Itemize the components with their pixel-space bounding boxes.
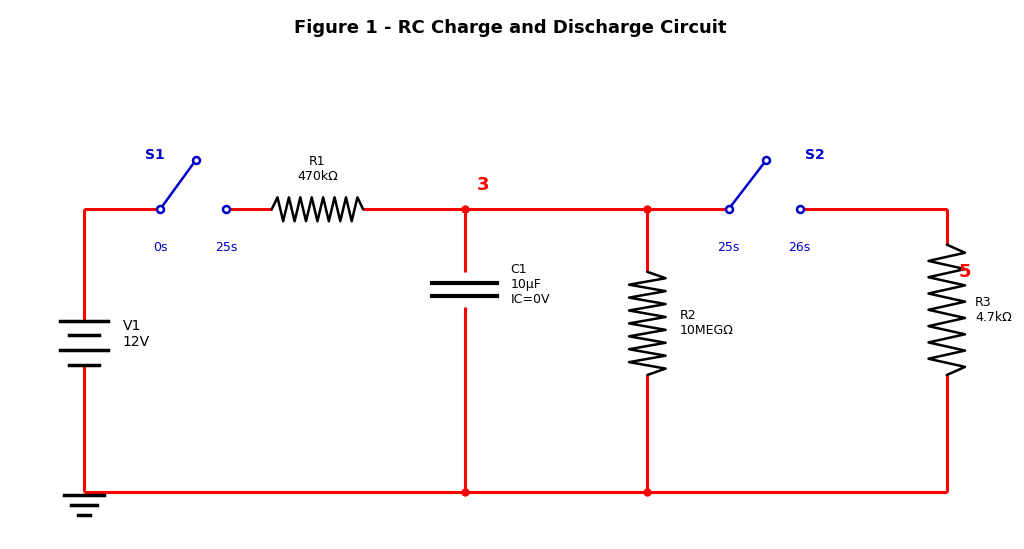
Text: 25s: 25s <box>718 241 739 254</box>
Text: R3
4.7kΩ: R3 4.7kΩ <box>975 296 1012 324</box>
Text: 0s: 0s <box>153 241 167 254</box>
Text: R1
470kΩ: R1 470kΩ <box>297 154 338 182</box>
Text: 26s: 26s <box>788 241 811 254</box>
Text: R2
10MEGΩ: R2 10MEGΩ <box>680 310 733 338</box>
Text: Figure 1 - RC Charge and Discharge Circuit: Figure 1 - RC Charge and Discharge Circu… <box>294 19 727 37</box>
Text: C1
10μF
IC=0V: C1 10μF IC=0V <box>510 262 550 305</box>
Text: S1: S1 <box>145 148 165 162</box>
Text: S2: S2 <box>805 148 824 162</box>
Text: V1
12V: V1 12V <box>123 319 150 349</box>
Text: 3: 3 <box>477 176 489 194</box>
Text: 5: 5 <box>958 263 972 281</box>
Text: 25s: 25s <box>215 241 238 254</box>
